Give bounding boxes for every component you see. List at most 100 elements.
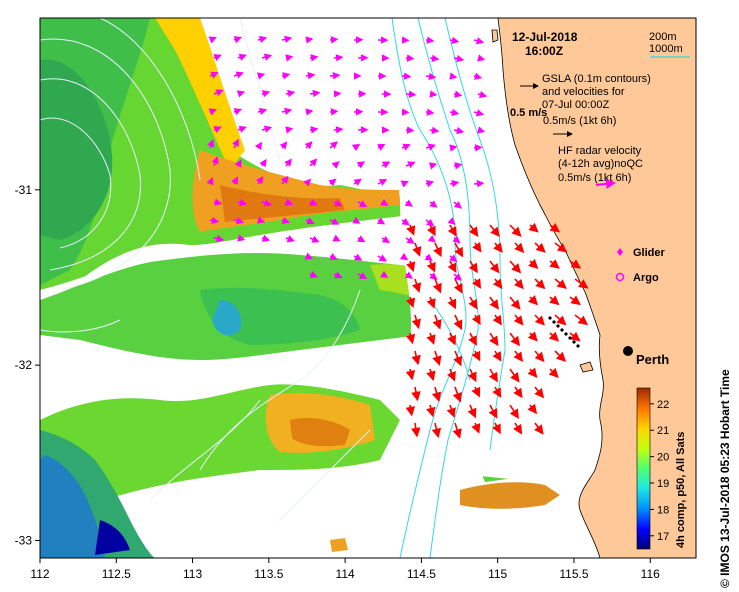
x-tick-label: 114 — [336, 567, 355, 581]
gsla-arrow — [333, 90, 342, 98]
gsla-arrow — [284, 198, 294, 206]
gsla-arrow — [329, 253, 338, 260]
hf-radar-arrow — [488, 404, 498, 419]
gsla-arrow — [237, 53, 247, 61]
hf-radar-arrow — [426, 332, 436, 345]
gsla-arrow — [213, 126, 222, 134]
glider-symbol — [617, 248, 623, 256]
gsla-arrow — [285, 89, 296, 98]
hf-radar-arrow — [411, 278, 422, 293]
gsla-arrow — [453, 162, 463, 170]
hf-radar-arrow — [493, 242, 503, 253]
gsla-arrow — [208, 108, 217, 116]
gsla-arrow — [424, 253, 433, 262]
hf-radar-arrow — [426, 404, 436, 418]
hf-radar-arrow — [431, 386, 442, 403]
hf-radar-arrow — [472, 241, 482, 253]
gsla-arrow — [285, 54, 294, 62]
gsla-arrow — [449, 144, 458, 152]
gsla-arrow — [401, 72, 412, 80]
gsla-arrow — [473, 144, 483, 152]
hf-radar-arrow — [548, 331, 560, 342]
sst-layer — [40, 18, 560, 558]
hf-radar-arrow — [411, 422, 421, 438]
y-axis: -31 -32 -33 — [15, 183, 40, 547]
gsla-arrow — [309, 198, 318, 206]
colorbar-tick-label: 22 — [657, 399, 669, 411]
gsla-arrow — [281, 107, 293, 116]
hf-radar-arrow — [509, 404, 519, 419]
gsla-arrow — [427, 235, 436, 243]
gsla-arrow — [405, 90, 417, 98]
hf-radar-arrow — [446, 368, 456, 382]
colorbar-tick-label: 17 — [657, 531, 669, 543]
gsla-arrow — [425, 72, 437, 81]
gsla-arrow — [237, 234, 246, 242]
gsla-arrow — [233, 71, 244, 79]
hf-radar-arrow — [432, 350, 442, 366]
map-date: 12-Jul-2018 — [512, 30, 578, 44]
gsla-arrow — [213, 89, 224, 97]
plot-frame — [39, 17, 697, 559]
hf-radar-arrow — [492, 386, 502, 398]
hf-radar-arrow — [471, 278, 482, 289]
y-tick-label: -33 — [15, 533, 33, 547]
x-tick-label: 116 — [641, 567, 660, 581]
gsla-arrow — [303, 178, 312, 187]
gsla-arrow — [233, 36, 243, 44]
hf-radar-arrow — [426, 368, 436, 382]
gsla-arrow — [208, 36, 217, 44]
gsla-arrow — [447, 217, 456, 225]
y-tick-label: -31 — [15, 183, 33, 197]
hf-radar-arrow — [426, 296, 436, 309]
gsla-arrow — [261, 199, 273, 207]
gsla-arrow — [209, 216, 220, 225]
gsla-arrow — [425, 108, 435, 116]
gsla-arrow — [473, 37, 485, 45]
gsla-arrow — [405, 126, 415, 134]
hf-radar-arrow — [432, 314, 442, 330]
hf-scale-label: 0.5m/s (1kt 6h) — [558, 172, 631, 184]
gsla-arrow — [329, 108, 339, 116]
gsla-arrow — [353, 253, 363, 261]
hf-radar-arrow — [549, 295, 560, 306]
gsla-arrow — [207, 139, 215, 149]
gsla-arrow — [257, 107, 268, 116]
gsla-arrow — [449, 179, 460, 188]
gsla-arrow — [259, 158, 267, 168]
hf-radar-arrow — [554, 314, 567, 326]
hf-radar-arrow — [405, 368, 416, 381]
hf-radar-arrow — [492, 314, 503, 326]
gsla-arrow — [209, 71, 219, 79]
x-tick-label: 112 — [30, 567, 49, 581]
hf-radar-arrow — [554, 242, 568, 253]
gsla-arrow — [254, 141, 263, 151]
gsla-arrow — [206, 177, 214, 186]
hf-radar-arrow — [453, 350, 463, 367]
hf-radar-arrow — [471, 386, 481, 398]
gsla-arrow — [333, 54, 344, 62]
hf-radar-arrow — [514, 242, 525, 253]
hf-radar-arrow — [528, 222, 539, 233]
gsla-arrow — [285, 235, 295, 243]
credit-label: © IMOS 13-Jul-2018 05:23 Hobart Time — [718, 369, 732, 588]
gsla-arrow — [400, 180, 409, 188]
gsla-arrow — [429, 200, 438, 208]
hf-radar-arrow — [447, 296, 457, 310]
gsla-arrow — [329, 36, 339, 44]
gsla-arrow — [284, 158, 292, 167]
hf-radar-arrow — [453, 278, 463, 294]
hf-radar-arrow — [405, 404, 416, 417]
x-tick-label: 115.5 — [559, 567, 588, 581]
hf-radar-arrow — [527, 295, 539, 306]
gsla-arrow — [213, 54, 222, 62]
sst-colorbar — [636, 387, 651, 550]
hf-radar-arrow — [489, 332, 499, 347]
hf-radar-arrow — [534, 422, 544, 435]
gsla-arrow — [405, 161, 416, 169]
gsla-arrow — [401, 218, 410, 226]
hf-radar-arrow — [453, 314, 463, 331]
gsla-arrow — [377, 254, 387, 262]
hf-radar-arrow — [569, 295, 581, 306]
gsla-arrow — [405, 236, 415, 244]
